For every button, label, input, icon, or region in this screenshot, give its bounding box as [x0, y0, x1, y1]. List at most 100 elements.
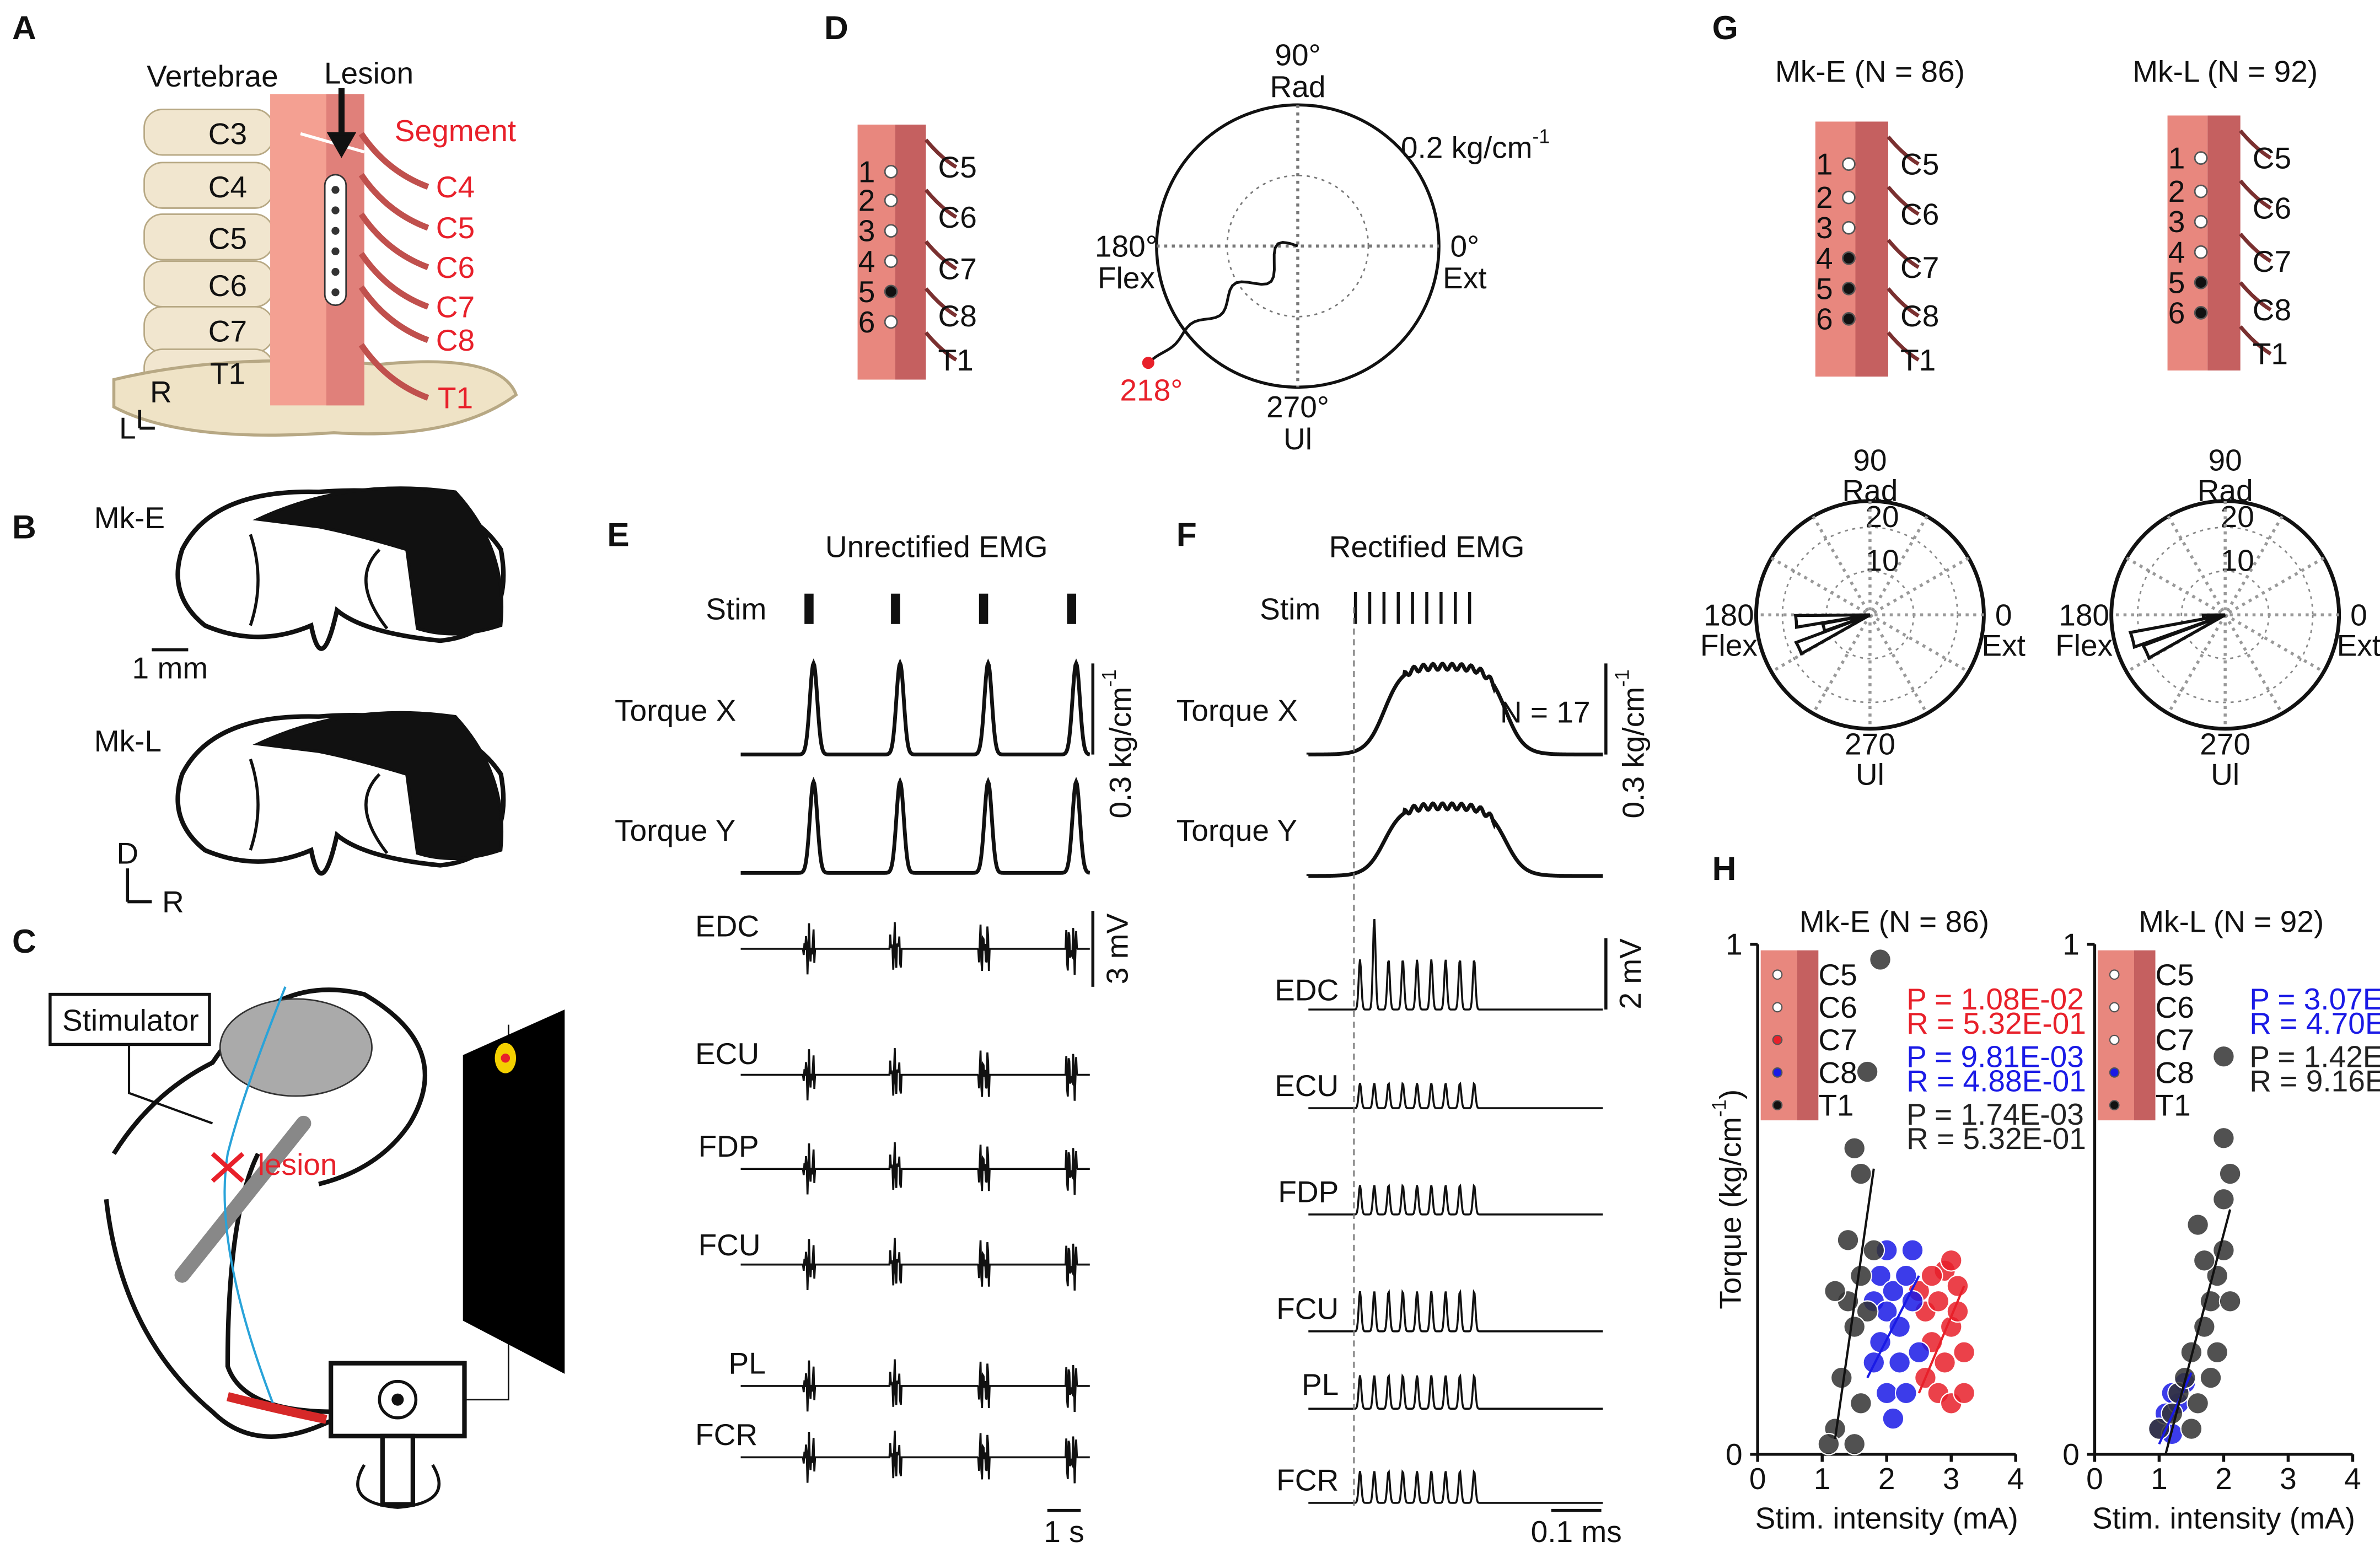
- label: Rad: [2198, 474, 2253, 508]
- label: 1: [2168, 141, 2185, 175]
- spinal-strip-side: [2207, 115, 2241, 371]
- x-tick-label: 1: [1814, 1462, 1831, 1496]
- scatter-point: [2218, 1162, 2242, 1185]
- fit-line: [1834, 1168, 1875, 1439]
- electrode: [884, 224, 898, 238]
- inset-electrode: [2109, 1067, 2120, 1078]
- rose-wedge: [1794, 613, 1871, 656]
- x-tick-label: 3: [1943, 1462, 1960, 1496]
- label: Segment: [395, 114, 516, 148]
- x-tick-label: 1: [2151, 1462, 2168, 1496]
- fit-line: [2164, 1209, 2232, 1455]
- label: P = 9.81E-03: [1906, 1039, 2084, 1073]
- label: T1: [438, 381, 473, 415]
- electrode: [2194, 306, 2208, 320]
- trace: [740, 776, 1090, 875]
- trace: [1308, 1289, 1603, 1333]
- label: 2: [2168, 174, 2185, 208]
- label: D: [116, 836, 138, 871]
- root: [2239, 179, 2272, 210]
- polar-ring: [1781, 527, 1959, 703]
- shape: [358, 285, 429, 343]
- fit-line: [1917, 1285, 1965, 1394]
- scatter-point: [1836, 1228, 1860, 1251]
- label: T1: [1818, 1088, 1854, 1122]
- electrode: [2194, 245, 2208, 259]
- rose-wedge: [2141, 613, 2226, 660]
- tract: [223, 986, 287, 1405]
- shape: [326, 132, 357, 158]
- inset-electrode: [1772, 1067, 1783, 1078]
- inset-electrode: [2109, 1034, 2120, 1045]
- muscle: [226, 1392, 327, 1424]
- scatter-point: [1817, 1432, 1840, 1455]
- electrode: [331, 186, 340, 194]
- label: FCR: [1276, 1463, 1339, 1497]
- label: 270°: [1266, 390, 1329, 424]
- y-tick-label: 0: [1726, 1437, 1743, 1471]
- trace: [740, 1142, 1090, 1195]
- scatter-point: [1830, 1366, 1853, 1389]
- scatter-point: [1882, 1407, 1905, 1430]
- inset-electrode: [1772, 1034, 1783, 1045]
- brain: [219, 998, 373, 1097]
- fit-line: [1866, 1275, 1920, 1378]
- electrode: [1841, 281, 1856, 296]
- label: Stimulator: [62, 1003, 199, 1037]
- label: Torque Y: [615, 813, 735, 847]
- electrode: [1841, 190, 1856, 205]
- stim-pulse: [891, 593, 900, 624]
- sensor-dial: [378, 1379, 418, 1420]
- label: 1: [1816, 147, 1833, 181]
- electrode: [1841, 221, 1856, 235]
- scatter-point: [1908, 1341, 1931, 1364]
- scatter-point: [2212, 1188, 2235, 1211]
- label: C6: [2156, 990, 2194, 1024]
- label: 0: [2350, 598, 2367, 632]
- label: 270: [2200, 727, 2250, 761]
- label: Rad: [1842, 474, 1898, 508]
- scatter-point: [2186, 1392, 2209, 1415]
- root: [2239, 129, 2272, 160]
- label: FCR: [695, 1417, 757, 1452]
- label: Stim: [706, 592, 766, 626]
- label: 90: [2209, 443, 2242, 477]
- label: Vertebrae: [147, 59, 278, 93]
- monitor: [463, 1009, 565, 1374]
- y-tick-label: 1: [1726, 927, 1743, 961]
- root: [924, 138, 958, 169]
- label: C5: [1818, 958, 1857, 992]
- electrode: [1841, 157, 1856, 171]
- shape: [358, 212, 429, 270]
- label: 270: [1845, 727, 1895, 761]
- trace: [1308, 918, 1603, 1011]
- electrode: [2194, 184, 2208, 198]
- trace: [1306, 801, 1603, 878]
- handle: [380, 1433, 415, 1507]
- label: C6: [2253, 191, 2291, 225]
- inset-electrode: [2109, 1002, 2120, 1013]
- label: FCU: [698, 1228, 760, 1262]
- scatter-point: [1940, 1249, 1963, 1272]
- electrode: [331, 247, 340, 256]
- label: C8: [2156, 1055, 2194, 1089]
- electrode-array: [324, 174, 347, 307]
- x-tick-label: 2: [1878, 1462, 1895, 1496]
- label: 5: [858, 275, 875, 309]
- label: Stim. intensity (mA): [1755, 1501, 2018, 1535]
- scatter-point: [1850, 1162, 1872, 1185]
- root: [1887, 239, 1920, 269]
- label: Flex: [1700, 628, 1758, 662]
- label: PL: [729, 1346, 766, 1381]
- label: 180: [1704, 598, 1754, 632]
- label: 4: [2168, 235, 2185, 269]
- label: C7: [938, 252, 976, 286]
- label-part: Torque (kg/cm: [1713, 1117, 1748, 1309]
- spinal-cord: [174, 1115, 311, 1283]
- label: Ul: [2211, 757, 2239, 791]
- label: C3: [208, 117, 247, 151]
- spinal-strip-side: [1855, 121, 1888, 377]
- label: C4: [436, 170, 475, 204]
- inset-electrode: [1772, 969, 1783, 980]
- inset-electrode: [2109, 1100, 2120, 1110]
